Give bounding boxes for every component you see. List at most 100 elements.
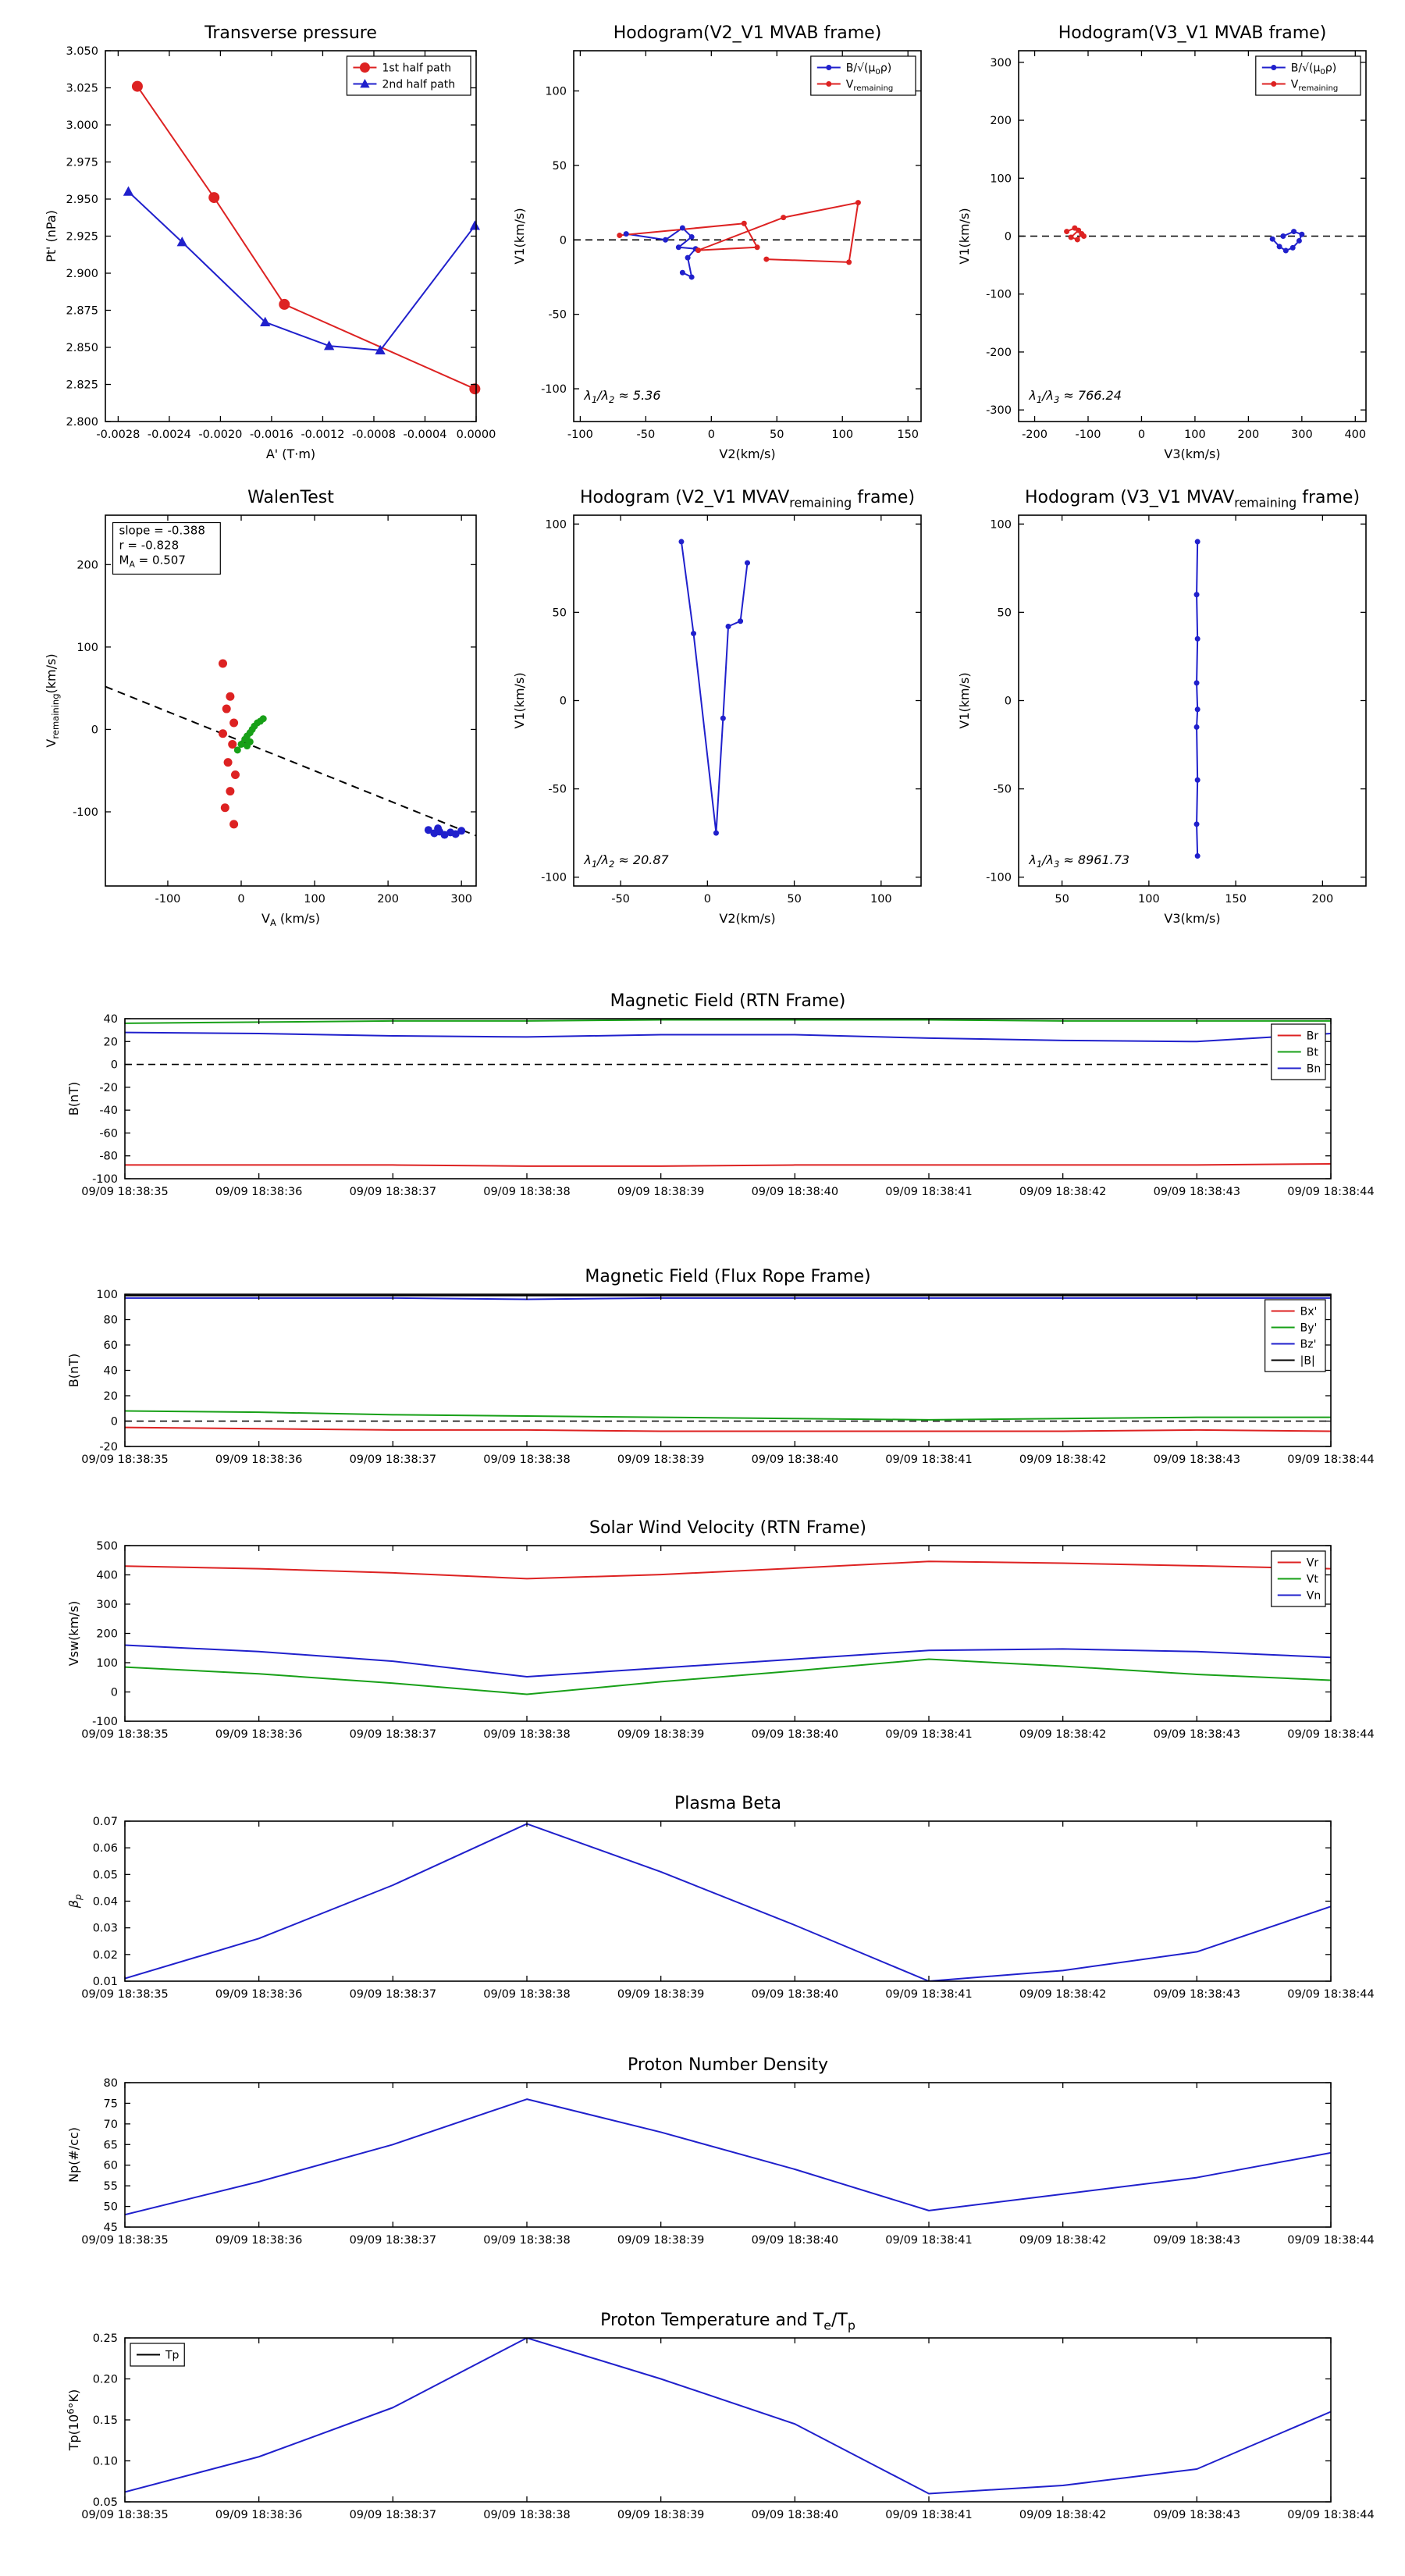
svg-text:2.900: 2.900 xyxy=(66,268,98,280)
svg-text:20: 20 xyxy=(104,1036,118,1048)
svg-text:09/09 18:38:35: 09/09 18:38:35 xyxy=(81,1728,169,1741)
svg-text:-0.0024: -0.0024 xyxy=(148,429,191,441)
svg-text:-200: -200 xyxy=(986,347,1012,359)
svg-text:100: 100 xyxy=(545,86,567,98)
svg-text:09/09 18:38:40: 09/09 18:38:40 xyxy=(752,2509,839,2521)
svg-text:-20: -20 xyxy=(99,1441,118,1453)
svg-text:λ1/λ3 ≈ 766.24: λ1/λ3 ≈ 766.24 xyxy=(1028,388,1122,405)
svg-text:09/09 18:38:39: 09/09 18:38:39 xyxy=(617,1453,705,1466)
svg-text:-50: -50 xyxy=(548,309,567,322)
svg-text:3.000: 3.000 xyxy=(66,119,98,132)
svg-text:09/09 18:38:39: 09/09 18:38:39 xyxy=(617,1728,705,1741)
hodogram-v2v1-mvav-chart: -50 0 50 100 -100 -50 0 50 100 Hodogram (V2_V1 MV… xyxy=(500,480,944,941)
svg-text:0.15: 0.15 xyxy=(93,2414,118,2427)
svg-text:2.950: 2.950 xyxy=(66,194,98,206)
svg-text:100: 100 xyxy=(96,1657,118,1670)
svg-text:Vn: Vn xyxy=(1307,1590,1321,1603)
svg-text:09/09 18:38:44: 09/09 18:38:44 xyxy=(1287,1728,1375,1741)
svg-text:-0.0020: -0.0020 xyxy=(198,429,242,441)
svg-text:Proton Temperature and Te/Tp: Proton Temperature and Te/Tp xyxy=(600,2311,855,2333)
svg-text:09/09 18:38:44: 09/09 18:38:44 xyxy=(1287,1988,1375,2001)
svg-text:100: 100 xyxy=(76,642,98,654)
svg-text:Hodogram (V2_V1 MVAVremaining: Hodogram (V2_V1 MVAVremaining frame) xyxy=(580,488,915,511)
svg-text:400: 400 xyxy=(1344,429,1366,441)
svg-text:Hodogram(V2_V1 MVAB frame): Hodogram(V2_V1 MVAB frame) xyxy=(614,23,882,43)
svg-text:-50: -50 xyxy=(548,784,567,796)
plasma-beta-chart: 09/09 18:38:35 09/09 18:38:36 09/09 18:38:… xyxy=(0,1782,1405,2016)
svg-text:Vremaining(km/s): Vremaining(km/s) xyxy=(44,653,61,747)
svg-text:2.850: 2.850 xyxy=(66,342,98,354)
svg-text:100: 100 xyxy=(545,518,567,531)
svg-text:09/09 18:38:36: 09/09 18:38:36 xyxy=(215,1186,303,1198)
svg-text:50: 50 xyxy=(553,607,567,619)
svg-text:55: 55 xyxy=(104,2180,118,2193)
svg-text:09/09 18:38:44: 09/09 18:38:44 xyxy=(1287,2234,1375,2247)
svg-text:By': By' xyxy=(1300,1322,1318,1335)
svg-text:0.06: 0.06 xyxy=(93,1842,118,1855)
svg-text:09/09 18:38:43: 09/09 18:38:43 xyxy=(1154,1728,1241,1741)
svg-text:Bx': Bx' xyxy=(1300,1306,1318,1318)
svg-text:09/09 18:38:37: 09/09 18:38:37 xyxy=(350,2234,437,2247)
svg-text:Bn: Bn xyxy=(1307,1063,1321,1076)
svg-text:200: 200 xyxy=(1312,893,1334,906)
svg-text:09/09 18:38:39: 09/09 18:38:39 xyxy=(617,1988,705,2001)
svg-text:V1(km/s): V1(km/s) xyxy=(957,672,972,728)
svg-text:Vt: Vt xyxy=(1307,1574,1319,1586)
svg-text:0: 0 xyxy=(560,234,567,247)
svg-text:150: 150 xyxy=(1225,893,1247,906)
svg-text:80: 80 xyxy=(104,2077,118,2090)
svg-text:2nd half path: 2nd half path xyxy=(382,79,455,91)
svg-text:0.25: 0.25 xyxy=(93,2332,118,2345)
svg-text:Bt: Bt xyxy=(1307,1047,1319,1059)
proton-number-density-chart: 09/09 18:38:35 09/09 18:38:36 09/09 18:38:… xyxy=(0,2044,1405,2262)
svg-text:-50: -50 xyxy=(993,784,1012,796)
svg-text:09/09 18:38:36: 09/09 18:38:36 xyxy=(215,2509,303,2521)
svg-text:50: 50 xyxy=(770,429,784,441)
hodogram-v2v1-mvab-chart: -100 -50 0 50 100 150 -100 -50 0 50 100 Hodogram(V2… xyxy=(500,16,944,476)
svg-text:Tp(106°K): Tp(106°K) xyxy=(66,2389,81,2452)
svg-text:09/09 18:38:35: 09/09 18:38:35 xyxy=(81,1988,169,2001)
svg-text:60: 60 xyxy=(104,1340,118,1352)
svg-text:Transverse pressure: Transverse pressure xyxy=(204,23,377,43)
svg-text:0: 0 xyxy=(1005,231,1012,244)
svg-text:V3(km/s): V3(km/s) xyxy=(1164,447,1220,461)
svg-text:0: 0 xyxy=(91,724,98,736)
svg-text:400: 400 xyxy=(96,1570,118,1582)
svg-text:500: 500 xyxy=(96,1540,118,1553)
svg-text:09/09 18:38:35: 09/09 18:38:35 xyxy=(81,1453,169,1466)
svg-text:09/09 18:38:39: 09/09 18:38:39 xyxy=(617,2234,705,2247)
svg-text:2.800: 2.800 xyxy=(66,416,98,429)
svg-text:09/09 18:38:43: 09/09 18:38:43 xyxy=(1154,1186,1241,1198)
magnetic-field-fluxrope-chart: 09/09 18:38:35 09/09 18:38:36 09/09 18:38:… xyxy=(0,1255,1405,1482)
svg-text:09/09 18:38:35: 09/09 18:38:35 xyxy=(81,2509,169,2521)
svg-text:0: 0 xyxy=(708,429,715,441)
svg-text:09/09 18:38:39: 09/09 18:38:39 xyxy=(617,2509,705,2521)
svg-text:MA = 0.507: MA = 0.507 xyxy=(119,553,186,570)
svg-text:09/09 18:38:38: 09/09 18:38:38 xyxy=(483,2234,571,2247)
svg-text:-0.0016: -0.0016 xyxy=(250,429,293,441)
svg-text:09/09 18:38:37: 09/09 18:38:37 xyxy=(350,2509,437,2521)
svg-text:09/09 18:38:41: 09/09 18:38:41 xyxy=(885,2234,973,2247)
svg-text:70: 70 xyxy=(104,2119,118,2131)
svg-text:09/09 18:38:36: 09/09 18:38:36 xyxy=(215,1988,303,2001)
svg-text:09/09 18:38:42: 09/09 18:38:42 xyxy=(1019,2234,1107,2247)
svg-text:0.10: 0.10 xyxy=(93,2456,118,2468)
svg-text:09/09 18:38:35: 09/09 18:38:35 xyxy=(81,1186,169,1198)
svg-text:-100: -100 xyxy=(541,383,567,396)
svg-text:Magnetic Field (Flux Rope Fram: Magnetic Field (Flux Rope Frame) xyxy=(585,1267,870,1286)
svg-text:r = -0.828: r = -0.828 xyxy=(119,539,180,553)
svg-text:09/09 18:38:35: 09/09 18:38:35 xyxy=(81,2234,169,2247)
svg-text:-0.0004: -0.0004 xyxy=(403,429,446,441)
solar-wind-velocity-chart: 09/09 18:38:35 09/09 18:38:36 09/09 18:38:… xyxy=(0,1507,1405,1756)
svg-text:09/09 18:38:37: 09/09 18:38:37 xyxy=(350,1988,437,2001)
svg-text:Pt' (nPa): Pt' (nPa) xyxy=(44,210,59,262)
svg-text:λ1/λ2 ≈ 5.36: λ1/λ2 ≈ 5.36 xyxy=(583,388,660,405)
svg-text:0.03: 0.03 xyxy=(93,1923,118,1935)
svg-text:-50: -50 xyxy=(611,893,630,906)
svg-text:09/09 18:38:41: 09/09 18:38:41 xyxy=(885,1728,973,1741)
svg-text:40: 40 xyxy=(104,1013,118,1026)
svg-text:Np(#/cc): Np(#/cc) xyxy=(66,2127,81,2183)
svg-text:-100: -100 xyxy=(155,893,180,906)
svg-text:-100: -100 xyxy=(541,872,567,884)
svg-text:V3(km/s): V3(km/s) xyxy=(1164,911,1220,926)
